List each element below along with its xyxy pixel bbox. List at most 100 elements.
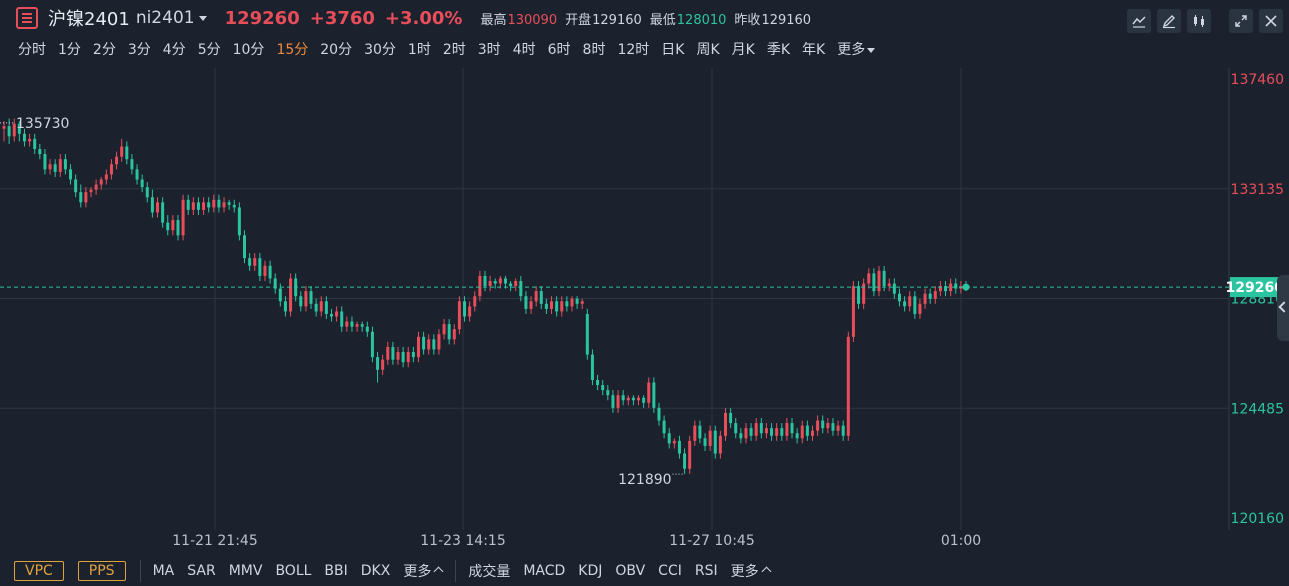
sub-indicator-5[interactable]: RSI [694,563,718,579]
candle-type-icon[interactable] [1187,9,1211,33]
period-tab[interactable]: 1分 [58,42,81,58]
overlay-toggle-pps[interactable]: PPS [77,561,126,581]
candle-body [944,286,948,292]
candle-body [509,283,513,287]
main-indicator-more[interactable]: 更多 [403,561,444,581]
main-indicator-mmv[interactable]: MMV [228,563,263,579]
candle-body [805,425,809,436]
candle-body [642,397,646,403]
stat-label: 最低 [649,12,676,28]
candle-body [867,273,871,284]
period-tab[interactable]: 分时 [18,42,46,58]
chart-plot[interactable]: 137460 133135 128810 124485 120160 129260 1357… [0,68,1289,530]
chevron-down-icon [867,47,876,53]
period-tab[interactable]: 30分 [364,42,396,58]
candle-body [340,311,344,327]
candle-body [437,334,441,350]
y-tick-label: 137460 [1231,72,1284,88]
sub-indicator-4[interactable]: CCI [658,563,682,579]
candle-body [2,126,6,129]
period-tab[interactable]: 日K [661,42,685,58]
main-indicator-bbi[interactable]: BBI [324,563,348,579]
period-tab[interactable]: 5分 [197,42,221,58]
period-tab[interactable]: 2分 [92,42,116,58]
sub-indicator-3[interactable]: OBV [615,563,646,579]
price-change: +3760 [309,7,375,29]
period-tab[interactable]: 12时 [617,42,650,58]
candle-body [754,423,758,436]
main-indicator-sar[interactable]: SAR [187,563,216,579]
candle-body [662,420,666,434]
candle-body [427,339,431,350]
candle-body [53,164,57,172]
candle-body [104,174,108,180]
main-indicator-dkx[interactable]: DKX [360,563,391,579]
fullscreen-icon[interactable] [1229,9,1253,33]
candle-body [683,453,687,469]
draw-tool-icon[interactable] [1157,9,1181,33]
menu-icon[interactable] [16,7,38,29]
period-tab[interactable]: 4时 [512,42,536,58]
period-tab[interactable]: 3时 [477,42,501,58]
candle-body [12,123,16,137]
period-tab[interactable]: 8时 [582,42,606,58]
symbol-name: 沪镍2401 [48,9,130,30]
candle-body [314,303,318,312]
period-tab[interactable]: 3分 [127,42,151,58]
period-tab[interactable]: 年K [802,42,826,58]
line-tool-icon[interactable] [1127,9,1151,33]
period-tab[interactable]: 月K [731,42,755,58]
candle-body [667,433,671,444]
candle-body [140,179,144,188]
candle-body [483,275,487,287]
main-indicator-boll[interactable]: BOLL [275,563,312,579]
candle-body [422,336,426,350]
period-tab[interactable]: 6时 [547,42,571,58]
candle-body [432,339,436,350]
chevron-up-icon [761,566,772,577]
candle-body [590,354,594,380]
candle-body [519,280,523,297]
close-icon[interactable] [1259,9,1283,33]
candle-body [360,324,364,327]
candle-body [99,179,103,185]
candle-body [69,169,73,180]
candle-body [800,425,804,439]
candle-body [908,296,912,307]
candlestick-chart[interactable]: 1374601331351288101244851201601292601357… [0,68,1289,530]
candle-body [324,301,328,314]
candle-body [503,278,507,284]
sub-indicator-more[interactable]: 更多 [731,561,772,581]
candle-body [749,428,753,436]
period-tab[interactable]: 20分 [320,42,353,58]
period-tab[interactable]: 1时 [407,42,431,58]
candle-body [580,301,584,304]
candle-body [775,428,779,436]
period-tab[interactable]: 15分 [276,42,309,58]
candle-body [846,336,850,436]
sub-indicator-0[interactable]: 成交量 [468,564,511,580]
period-tab[interactable]: 10分 [232,42,265,58]
candle-body [693,425,697,441]
period-tab[interactable]: 4分 [162,42,186,58]
period-tab[interactable]: 季K [766,42,791,58]
period-more-dropdown[interactable]: 更多 [837,39,876,59]
candle-body [289,278,293,312]
candle-body [897,293,901,302]
collapse-panel-handle[interactable] [1277,275,1289,341]
sub-indicator-2[interactable]: KDJ [578,563,603,579]
period-tab[interactable]: 2时 [442,42,466,58]
symbol-code-dropdown[interactable]: ni2401 [135,8,195,28]
main-indicator-ma[interactable]: MA [152,563,175,579]
candle-body [770,428,774,436]
candle-body [708,430,712,446]
candle-body [672,440,676,444]
overlay-toggle-vpc[interactable]: VPC [14,561,64,581]
chevron-down-icon[interactable] [198,15,207,21]
candle-body [191,202,195,210]
candle-body [79,192,83,203]
candle-body [882,270,886,287]
period-tab[interactable]: 周K [696,42,720,58]
sub-indicator-1[interactable]: MACD [523,563,566,579]
